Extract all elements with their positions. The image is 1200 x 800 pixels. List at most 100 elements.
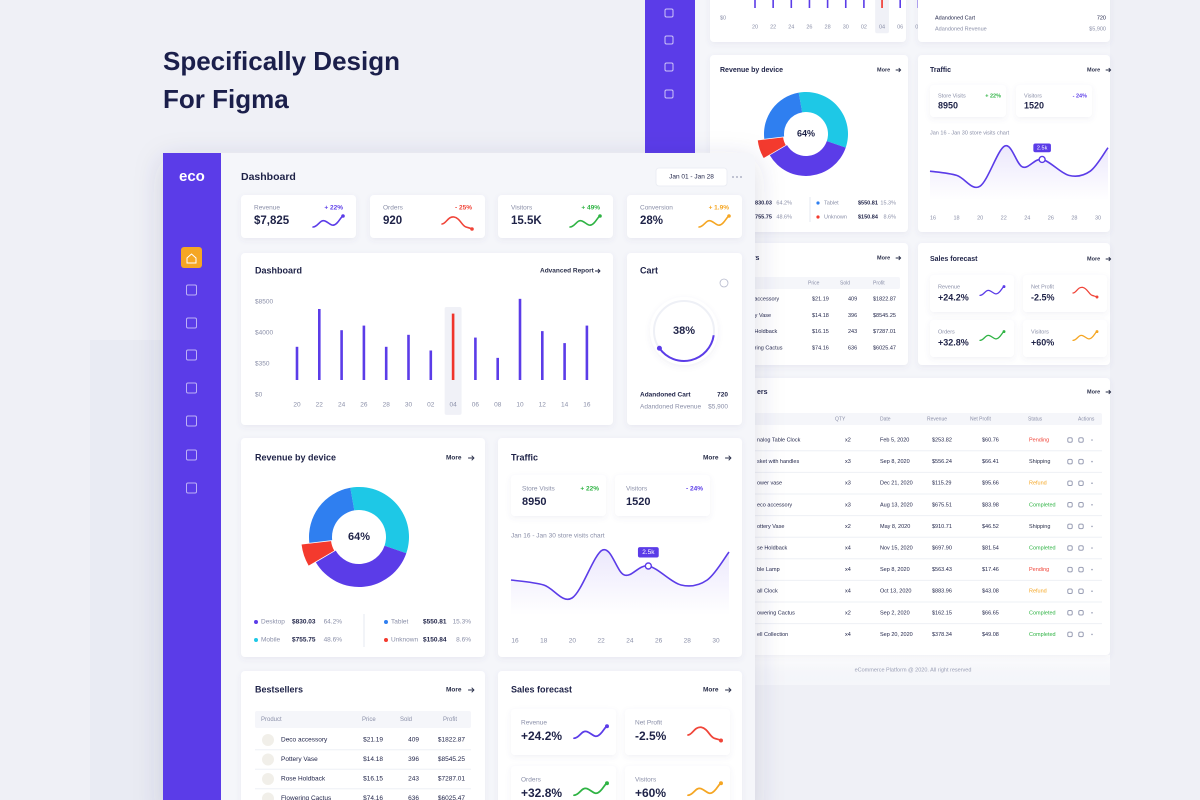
label: Store Visits	[938, 93, 966, 99]
nav-icon[interactable]	[1078, 588, 1084, 594]
nav-icon[interactable]	[186, 449, 197, 461]
nav-icon[interactable]	[1078, 480, 1084, 486]
forecast-card	[930, 275, 1014, 312]
more-dots[interactable]	[1091, 460, 1093, 463]
nav-icon[interactable]	[1078, 631, 1084, 638]
sparkline	[687, 726, 722, 742]
nav-icon[interactable]	[1067, 545, 1073, 551]
nav-icon[interactable]	[664, 62, 674, 72]
date-range-label[interactable]: Jan 01 - Jan 28	[669, 174, 714, 181]
label: Sep 20, 2020	[880, 632, 913, 638]
label: Orders	[938, 329, 955, 335]
arrow-icon	[1105, 256, 1112, 262]
bar	[754, 0, 756, 8]
label: all Clock	[757, 589, 778, 595]
sparkline	[979, 330, 1005, 342]
label: Adandoned Cart	[640, 392, 691, 399]
more-link[interactable]: More	[877, 67, 890, 73]
more-dots[interactable]	[1091, 633, 1093, 636]
x-tick-label: 22	[1001, 215, 1007, 221]
label: ble Lamp	[757, 567, 780, 573]
more-dots[interactable]	[1091, 439, 1093, 441]
legend-value: $550.81	[423, 619, 447, 626]
nav-icon[interactable]	[1067, 631, 1073, 638]
home-icon[interactable]	[186, 253, 197, 264]
date-range	[655, 167, 728, 187]
nav-icon[interactable]	[664, 8, 674, 18]
label: x2	[845, 610, 851, 616]
label: +24.2%	[938, 292, 969, 302]
nav-icon[interactable]	[1067, 458, 1073, 465]
more-link[interactable]: More	[877, 255, 890, 261]
label: se Holdback	[757, 545, 788, 551]
more-link[interactable]: More	[446, 455, 462, 462]
more-link[interactable]: More	[446, 687, 462, 694]
nav-icon[interactable]	[1067, 566, 1073, 573]
nav-icon[interactable]	[186, 317, 197, 329]
x-tick-label: 26	[806, 24, 812, 30]
more-dots[interactable]	[740, 176, 742, 178]
y-tick-label: $350	[255, 361, 270, 368]
nav-icon[interactable]	[1078, 566, 1084, 573]
nav-icon[interactable]	[1067, 523, 1073, 530]
x-tick-label: 16	[583, 402, 591, 409]
bar	[362, 325, 366, 380]
nav-icon[interactable]	[1078, 458, 1084, 465]
forecast-card	[511, 766, 616, 800]
more-link[interactable]: More	[1087, 67, 1100, 73]
x-tick-label: 08	[494, 402, 502, 409]
nav-icon[interactable]	[1067, 480, 1073, 486]
cart-percent: 38%	[673, 325, 695, 337]
bar	[340, 330, 343, 380]
more-link[interactable]: More	[703, 687, 719, 694]
more-dots[interactable]	[736, 176, 738, 178]
nav-icon[interactable]	[186, 382, 197, 394]
more-dots[interactable]	[1091, 504, 1093, 506]
nav-icon[interactable]	[1078, 437, 1084, 443]
nav-icon[interactable]	[1067, 502, 1073, 508]
label: Revenue by device	[255, 452, 336, 462]
nav-icon[interactable]	[1067, 588, 1073, 594]
x-tick-label: 06	[897, 24, 903, 30]
footer: eCommerce Platform @ 2020. All right res…	[855, 667, 972, 673]
donut-segment	[798, 92, 848, 148]
sparkline-end	[719, 781, 723, 786]
more-dots[interactable]	[1091, 525, 1093, 528]
nav-icon[interactable]	[1078, 523, 1084, 530]
label: 1520	[626, 496, 650, 508]
nav-icon[interactable]	[1078, 545, 1084, 551]
label: $883.96	[932, 589, 952, 595]
donut-center-label: 64%	[348, 531, 370, 543]
more-dots[interactable]	[1091, 612, 1093, 614]
more-link[interactable]: More	[703, 455, 719, 462]
y-tick-label: $0	[720, 15, 726, 21]
more-dots[interactable]	[1091, 568, 1093, 571]
nav-icon[interactable]	[664, 89, 674, 99]
nav-icon[interactable]	[1067, 610, 1073, 616]
nav-icon[interactable]	[664, 35, 674, 45]
advanced-report-link[interactable]: Advanced Report	[540, 268, 595, 275]
donut-center	[785, 113, 827, 155]
more-dots[interactable]	[1091, 482, 1093, 485]
sparkline	[573, 725, 608, 740]
sparkline-end	[470, 227, 474, 231]
nav-icon[interactable]	[186, 415, 197, 427]
nav-icon[interactable]	[186, 482, 197, 494]
more-link[interactable]: More	[1087, 256, 1100, 262]
more-link[interactable]: More	[1087, 389, 1100, 395]
forecast-card	[1023, 275, 1107, 312]
nav-icon[interactable]	[1078, 610, 1084, 616]
more-dots[interactable]	[1091, 590, 1093, 592]
traffic-line	[510, 549, 730, 601]
nav-icon[interactable]	[186, 284, 197, 296]
nav-icon[interactable]	[186, 349, 197, 361]
forecast-card	[511, 709, 616, 755]
nav-icon[interactable]	[1067, 437, 1073, 443]
label: Price	[808, 280, 820, 286]
x-tick-label: 10	[516, 402, 524, 409]
more-dots[interactable]	[1091, 547, 1093, 549]
nav-icon[interactable]	[1078, 502, 1084, 508]
x-tick-label: 20	[977, 215, 983, 221]
label: Profit	[873, 280, 885, 286]
more-dots[interactable]	[732, 176, 734, 178]
